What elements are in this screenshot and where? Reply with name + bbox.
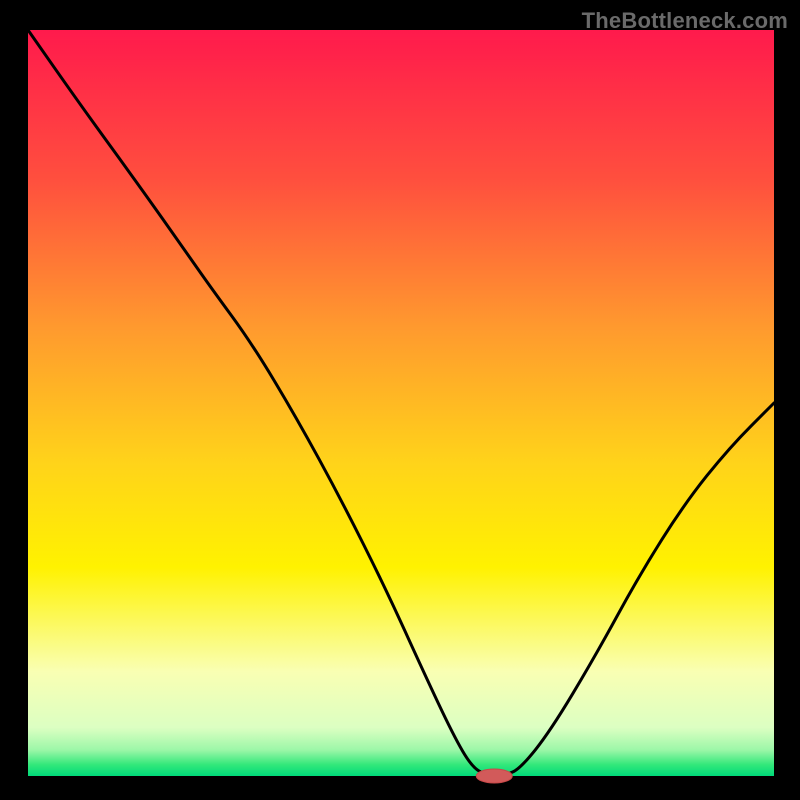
watermark-text: TheBottleneck.com bbox=[582, 8, 788, 34]
optimal-marker bbox=[476, 769, 512, 783]
bottleneck-chart: TheBottleneck.com bbox=[0, 0, 800, 800]
chart-svg bbox=[0, 0, 800, 800]
plot-background bbox=[28, 30, 774, 776]
